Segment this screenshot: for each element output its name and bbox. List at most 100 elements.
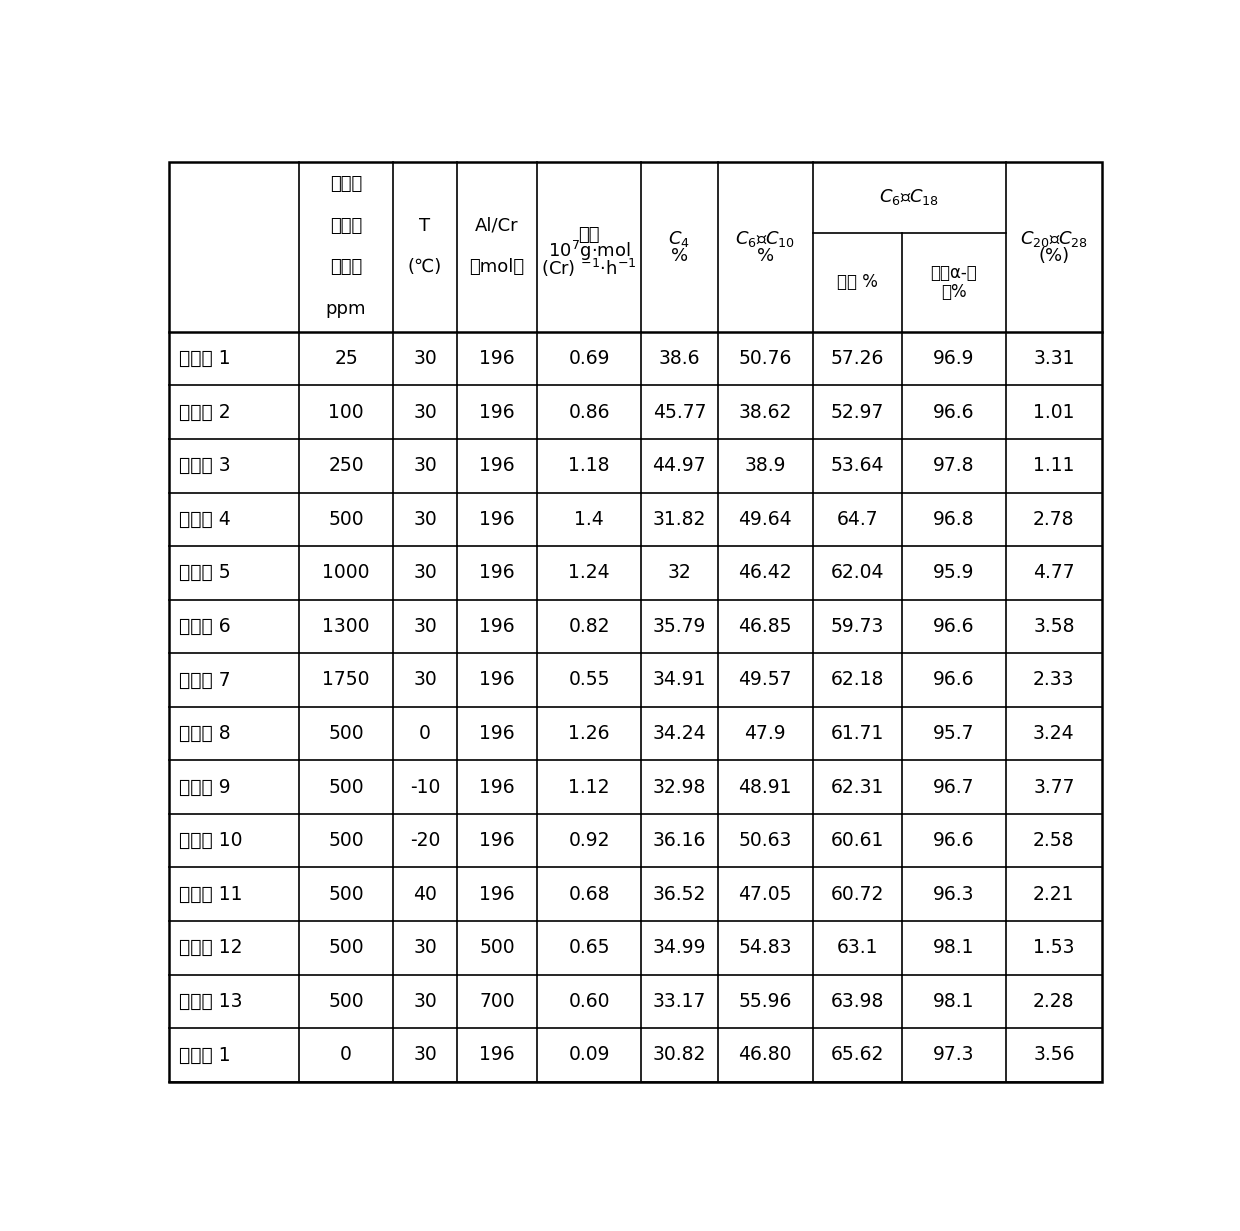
Text: 98.1: 98.1 — [932, 992, 975, 1011]
Text: 0: 0 — [419, 724, 432, 744]
Text: 30: 30 — [413, 403, 436, 422]
Text: 叔丁基

过氧化

氢含量

ppm: 叔丁基 过氧化 氢含量 ppm — [326, 175, 366, 318]
Text: 196: 196 — [479, 724, 515, 744]
Text: 46.80: 46.80 — [739, 1045, 792, 1065]
Text: $C_{20}$～$C_{28}$: $C_{20}$～$C_{28}$ — [1019, 229, 1087, 249]
Text: 45.77: 45.77 — [652, 403, 706, 422]
Text: 53.64: 53.64 — [831, 457, 884, 475]
Text: 500: 500 — [329, 992, 363, 1011]
Text: 98.1: 98.1 — [932, 938, 975, 958]
Text: 61.71: 61.71 — [831, 724, 884, 744]
Text: 3.31: 3.31 — [1033, 350, 1075, 368]
Text: 38.9: 38.9 — [744, 457, 786, 475]
Text: 2.21: 2.21 — [1033, 885, 1075, 904]
Text: 30: 30 — [413, 1045, 436, 1065]
Text: 30: 30 — [413, 457, 436, 475]
Text: (%): (%) — [1038, 247, 1069, 265]
Text: 1000: 1000 — [322, 564, 370, 582]
Text: 36.52: 36.52 — [652, 885, 706, 904]
Text: 0.86: 0.86 — [568, 403, 610, 422]
Text: 线性α-烯: 线性α-烯 — [930, 265, 977, 282]
Text: 33.17: 33.17 — [652, 992, 706, 1011]
Text: 32.98: 32.98 — [652, 778, 706, 796]
Text: $C_4$: $C_4$ — [668, 229, 691, 249]
Text: 62.04: 62.04 — [831, 564, 884, 582]
Text: 196: 196 — [479, 510, 515, 529]
Text: $C_6$～$C_{10}$: $C_6$～$C_{10}$ — [735, 229, 795, 249]
Text: 62.18: 62.18 — [831, 671, 884, 689]
Text: 30: 30 — [413, 510, 436, 529]
Text: 1.12: 1.12 — [568, 778, 610, 796]
Text: 196: 196 — [479, 671, 515, 689]
Text: 38.62: 38.62 — [739, 403, 792, 422]
Text: 30: 30 — [413, 992, 436, 1011]
Text: 30.82: 30.82 — [652, 1045, 706, 1065]
Text: 1750: 1750 — [322, 671, 370, 689]
Text: 55.96: 55.96 — [739, 992, 792, 1011]
Text: T

(℃): T (℃) — [408, 217, 443, 277]
Text: 96.6: 96.6 — [932, 403, 975, 422]
Text: 1.24: 1.24 — [568, 564, 610, 582]
Text: %: % — [671, 247, 688, 265]
Text: 0.92: 0.92 — [568, 831, 610, 851]
Text: 65.62: 65.62 — [831, 1045, 884, 1065]
Text: 32: 32 — [667, 564, 691, 582]
Text: 196: 196 — [479, 1045, 515, 1065]
Text: 0.65: 0.65 — [568, 938, 610, 958]
Text: 30: 30 — [413, 350, 436, 368]
Text: 64.7: 64.7 — [837, 510, 878, 529]
Text: 30: 30 — [413, 564, 436, 582]
Text: 97.8: 97.8 — [932, 457, 975, 475]
Text: 0.69: 0.69 — [568, 350, 610, 368]
Text: 对比例 1: 对比例 1 — [180, 1045, 231, 1065]
Text: 196: 196 — [479, 617, 515, 636]
Text: 实施例 12: 实施例 12 — [180, 938, 243, 958]
Text: 196: 196 — [479, 831, 515, 851]
Text: 0.60: 0.60 — [568, 992, 610, 1011]
Text: 95.9: 95.9 — [932, 564, 975, 582]
Text: 实施例 3: 实施例 3 — [180, 457, 231, 475]
Text: 47.05: 47.05 — [739, 885, 792, 904]
Text: 48.91: 48.91 — [739, 778, 792, 796]
Text: 40: 40 — [413, 885, 436, 904]
Text: 96.8: 96.8 — [932, 510, 975, 529]
Text: 34.24: 34.24 — [652, 724, 706, 744]
Text: 96.3: 96.3 — [932, 885, 975, 904]
Text: 250: 250 — [329, 457, 363, 475]
Text: 500: 500 — [479, 938, 515, 958]
Text: 4.77: 4.77 — [1033, 564, 1075, 582]
Text: 3.24: 3.24 — [1033, 724, 1075, 744]
Text: 1.26: 1.26 — [568, 724, 610, 744]
Text: 54.83: 54.83 — [739, 938, 792, 958]
Text: 实施例 2: 实施例 2 — [180, 403, 231, 422]
Text: -20: -20 — [410, 831, 440, 851]
Text: 196: 196 — [479, 457, 515, 475]
Text: 49.57: 49.57 — [739, 671, 792, 689]
Text: 0.55: 0.55 — [568, 671, 610, 689]
Text: 1300: 1300 — [322, 617, 370, 636]
Text: 100: 100 — [329, 403, 363, 422]
Text: 含量 %: 含量 % — [837, 273, 878, 292]
Text: 2.33: 2.33 — [1033, 671, 1075, 689]
Text: 50.76: 50.76 — [739, 350, 792, 368]
Text: 96.6: 96.6 — [932, 831, 975, 851]
Text: $10^7$g·mol: $10^7$g·mol — [548, 239, 630, 262]
Text: 196: 196 — [479, 350, 515, 368]
Text: 实施例 5: 实施例 5 — [180, 564, 231, 582]
Text: 96.6: 96.6 — [932, 617, 975, 636]
Text: 500: 500 — [329, 778, 363, 796]
Text: 500: 500 — [329, 510, 363, 529]
Text: 34.99: 34.99 — [652, 938, 706, 958]
Text: 44.97: 44.97 — [652, 457, 706, 475]
Text: 实施例 7: 实施例 7 — [180, 671, 231, 689]
Text: 63.98: 63.98 — [831, 992, 884, 1011]
Text: 60.61: 60.61 — [831, 831, 884, 851]
Text: 实施例 8: 实施例 8 — [180, 724, 231, 744]
Text: 2.78: 2.78 — [1033, 510, 1075, 529]
Text: -10: -10 — [410, 778, 440, 796]
Text: 52.97: 52.97 — [831, 403, 884, 422]
Text: 3.58: 3.58 — [1033, 617, 1075, 636]
Text: 62.31: 62.31 — [831, 778, 884, 796]
Text: 500: 500 — [329, 885, 363, 904]
Text: 30: 30 — [413, 938, 436, 958]
